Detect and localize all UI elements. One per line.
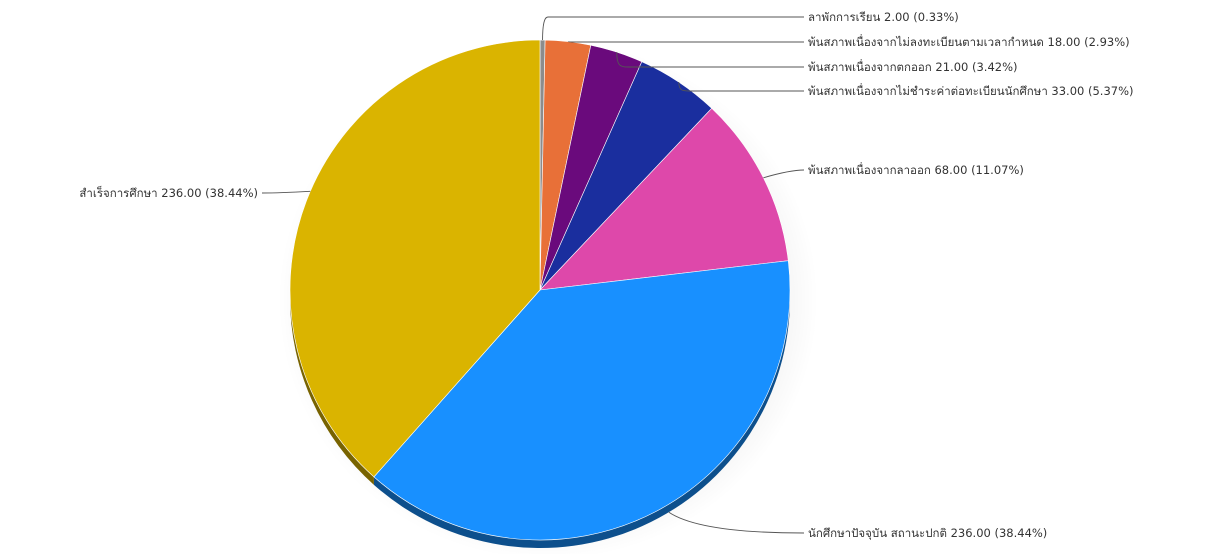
slice-3-data-label: พ้นสภาพเนื่องจากตกออก 21.00 (3.42%) <box>808 59 1018 74</box>
slice-2-data-label: พ้นสภาพเนื่องจากไม่ลงทะเบียนตามเวลากำหนด… <box>808 34 1130 49</box>
pie-slice-layer <box>290 40 790 540</box>
slice-7-data-label: สำเร็จการศึกษา 236.00 (38.44%) <box>79 185 258 200</box>
slice-6-data-label: นักศึกษาปัจจุบัน สถานะปกติ 236.00 (38.44… <box>808 526 1047 540</box>
slice-4-data-label: พ้นสภาพเนื่องจากไม่ชำระค่าต่อทะเบียนนักศ… <box>808 83 1134 98</box>
slice-5-data-label: พ้นสภาพเนื่องจากลาออก 68.00 (11.07%) <box>808 162 1024 177</box>
slice-1-data-label: ลาพักการเรียน 2.00 (0.33%) <box>808 10 959 24</box>
slice-1-leader-line <box>543 17 804 40</box>
